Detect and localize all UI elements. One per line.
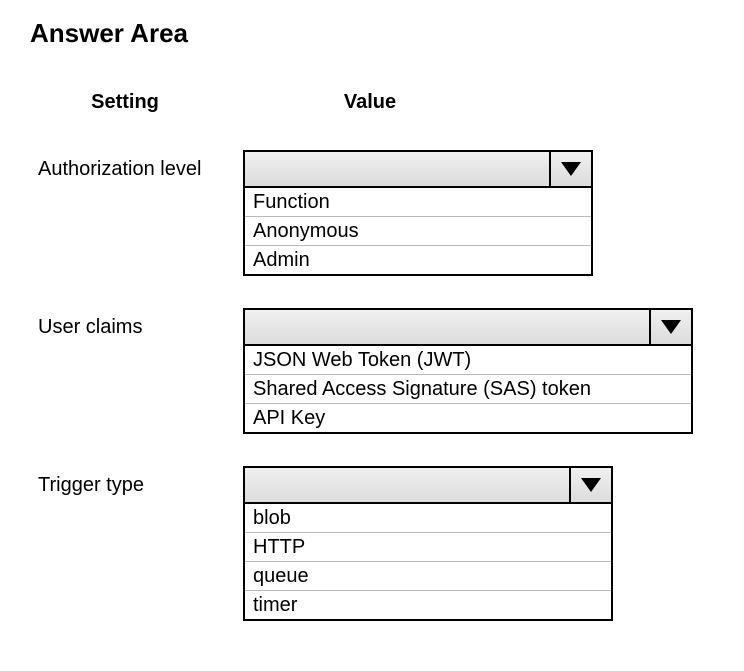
chevron-down-icon[interactable] bbox=[549, 152, 591, 186]
trigger-type-dropdown[interactable] bbox=[243, 466, 613, 504]
value-column: JSON Web Token (JWT) Shared Access Signa… bbox=[243, 308, 693, 434]
authorization-dropdown[interactable] bbox=[243, 150, 593, 188]
chevron-down-icon[interactable] bbox=[649, 310, 691, 344]
header-row: Setting Value bbox=[30, 91, 714, 114]
page-title: Answer Area bbox=[30, 18, 714, 49]
option-apikey[interactable]: API Key bbox=[245, 404, 691, 432]
option-queue[interactable]: queue bbox=[245, 562, 611, 591]
setting-row-authorization: Authorization level Function Anonymous A… bbox=[30, 150, 714, 276]
option-function[interactable]: Function bbox=[245, 188, 591, 217]
trigger-type-options: blob HTTP queue timer bbox=[243, 502, 613, 621]
value-column: Function Anonymous Admin bbox=[243, 150, 593, 276]
setting-label: Authorization level bbox=[30, 150, 243, 181]
setting-label: User claims bbox=[30, 308, 243, 339]
option-anonymous[interactable]: Anonymous bbox=[245, 217, 591, 246]
header-value: Value bbox=[220, 91, 520, 114]
chevron-down-icon[interactable] bbox=[569, 468, 611, 502]
setting-row-trigger-type: Trigger type blob HTTP queue timer bbox=[30, 466, 714, 621]
header-setting: Setting bbox=[30, 91, 220, 114]
setting-row-user-claims: User claims JSON Web Token (JWT) Shared … bbox=[30, 308, 714, 434]
authorization-options: Function Anonymous Admin bbox=[243, 186, 593, 276]
option-blob[interactable]: blob bbox=[245, 504, 611, 533]
option-http[interactable]: HTTP bbox=[245, 533, 611, 562]
option-admin[interactable]: Admin bbox=[245, 246, 591, 274]
option-jwt[interactable]: JSON Web Token (JWT) bbox=[245, 346, 691, 375]
option-sas[interactable]: Shared Access Signature (SAS) token bbox=[245, 375, 691, 404]
user-claims-options: JSON Web Token (JWT) Shared Access Signa… bbox=[243, 344, 693, 434]
setting-label: Trigger type bbox=[30, 466, 243, 497]
value-column: blob HTTP queue timer bbox=[243, 466, 613, 621]
option-timer[interactable]: timer bbox=[245, 591, 611, 619]
user-claims-dropdown[interactable] bbox=[243, 308, 693, 346]
